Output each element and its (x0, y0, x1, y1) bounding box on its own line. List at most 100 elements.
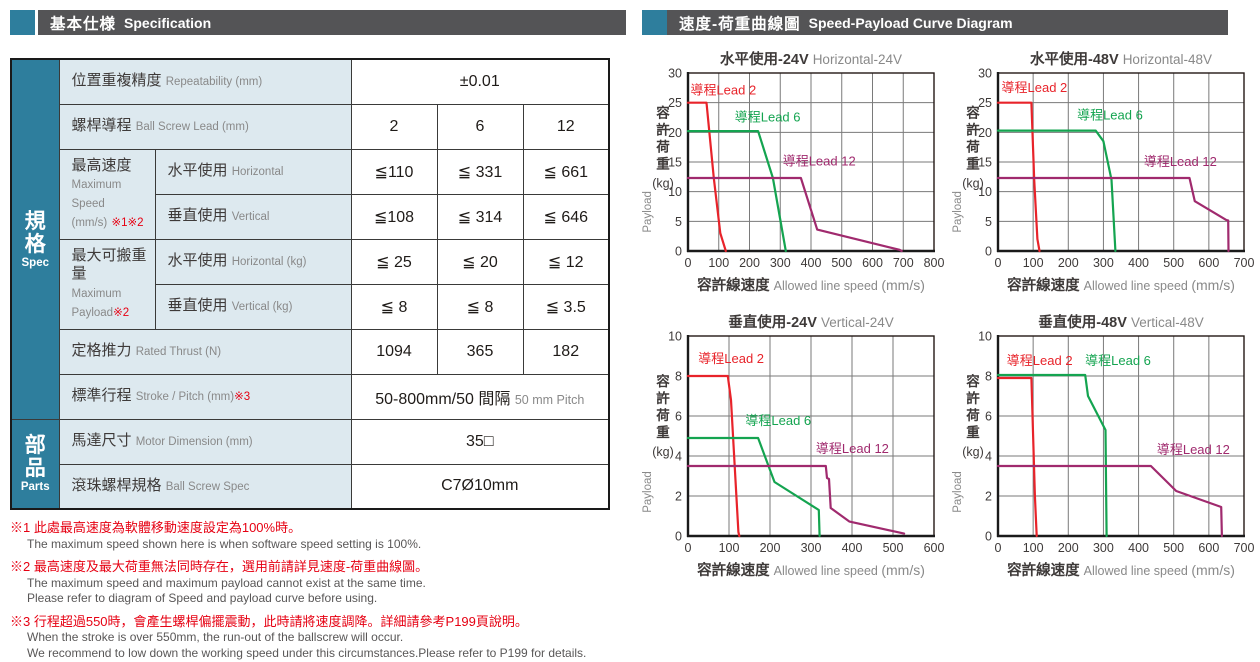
y-axis-label-zh: 容 (655, 105, 670, 121)
header-bar: 速度-荷重曲線圖 Speed-Payload Curve Diagram (667, 10, 1228, 35)
y-tick-label: 4 (985, 450, 992, 464)
x-tick-label: 100 (1023, 256, 1044, 270)
curve-lead6 (996, 129, 1117, 253)
y-tick-label: 8 (675, 370, 682, 384)
x-tick-label: 100 (1023, 541, 1044, 555)
footnote-3: ※3 行程超過550時，會產生螺桿偏擺震動，此時請將速度調降。詳細請參考P199… (10, 613, 587, 661)
y-tick-label: 15 (978, 156, 992, 170)
label-motor-dimension: 馬達尺寸 Motor Dimension (mm) (58, 418, 352, 465)
x-tick-label: 600 (1198, 256, 1219, 270)
footnote-2: ※2 最高速度及最大荷重無法同時存在，選用前請詳見速度-荷重曲線圖。 The m… (10, 559, 429, 606)
y-tick-label: 0 (985, 530, 992, 544)
curve-lead2 (686, 101, 727, 253)
curve-diagram-panel: 速度-荷重曲線圖 Speed-Payload Curve Diagram 水平使… (642, 10, 1260, 657)
sidebar-parts-zh: 部品 (24, 434, 46, 481)
value-lead-6: 6 (436, 103, 524, 150)
curve-lead2 (996, 376, 1038, 538)
y-tick-label: 0 (675, 245, 682, 259)
curve-lead12 (996, 176, 1230, 253)
y-axis-label-zh: 荷 (655, 139, 670, 155)
curve-label-lead12: 導程Lead 12 (1144, 154, 1217, 169)
curve-lead2 (686, 374, 741, 538)
y-axis-label-zh: 荷 (655, 407, 670, 423)
value-speed-h-2: ≦110 (350, 148, 438, 195)
value-thrust-12: 182 (522, 328, 610, 375)
y-tick-label: 30 (668, 67, 682, 81)
value-repeatability: ±0.01 (350, 58, 610, 105)
sidebar-parts: 部品 Parts (10, 418, 60, 510)
curve-lead12 (996, 464, 1223, 538)
y-axis-label-zh: 容 (655, 373, 670, 389)
y-axis-unit: (kg) (962, 177, 984, 191)
note-ref: ※1※2 (111, 216, 144, 229)
chart-title: 垂直使用-48V Vertical-48V (1038, 314, 1203, 331)
curve-label-lead2: 導程Lead 2 (698, 351, 764, 366)
x-axis-label: 容許線速度 Allowed line speed (mm/s) (1006, 276, 1235, 294)
y-tick-label: 0 (985, 245, 992, 259)
table-row: 垂直使用 Vertical ≦108 ≦ 314 ≦ 646 (11, 193, 610, 240)
value-payload-h-12: ≦ 12 (522, 238, 610, 285)
y-axis-label-en: Payload (952, 191, 964, 233)
value-motor-dimension: 35□ (350, 418, 610, 465)
y-tick-label: 4 (675, 450, 682, 464)
sidebar-spec: 規格 Spec (10, 58, 60, 420)
note-ref: ※2 (113, 306, 130, 319)
table-row: 部品 Parts 馬達尺寸 Motor Dimension (mm) 35□ (10, 418, 610, 510)
footnotes: ※1 此處最高速度為軟體移動速度設定為100%時。 The maximum sp… (10, 519, 622, 662)
y-tick-label: 5 (675, 215, 682, 229)
y-tick-label: 25 (668, 96, 682, 110)
label-repeatability: 位置重複精度 Repeatability (mm) (58, 58, 352, 105)
sidebar-parts-en: Parts (20, 481, 50, 494)
y-tick-label: 2 (675, 490, 682, 504)
curve-label-lead6: 導程Lead 6 (1085, 353, 1151, 368)
header-title-en: Specification (124, 14, 212, 31)
header-bar: 基本仕様 Specification (38, 10, 626, 35)
y-tick-label: 10 (978, 330, 992, 344)
y-axis-label-en: Payload (952, 471, 964, 513)
value-thrust-2: 1094 (350, 328, 438, 375)
y-axis-label-zh: 許 (966, 122, 980, 138)
table-row: 標準行程 Stroke / Pitch (mm)※3 50-800mm/50 間… (11, 373, 610, 420)
y-axis-label-zh: 重 (966, 424, 980, 440)
label-rated-thrust: 定格推力 Rated Thrust (N) (58, 328, 352, 375)
y-axis-unit: (kg) (652, 177, 674, 191)
x-tick-label: 300 (770, 256, 791, 270)
x-tick-label: 100 (708, 256, 729, 270)
table-row: 最大可搬重量 Maximum Payload※2 水平使用 Horizontal… (11, 238, 610, 330)
value-payload-v-6: ≦ 8 (436, 283, 524, 330)
y-tick-label: 2 (985, 490, 992, 504)
x-tick-label: 100 (719, 541, 740, 555)
curve-label-lead6: 導程Lead 6 (745, 413, 811, 428)
value-speed-h-6: ≦ 331 (436, 148, 524, 195)
y-tick-label: 10 (668, 185, 682, 199)
x-tick-label: 600 (924, 541, 944, 555)
x-tick-label: 400 (801, 256, 822, 270)
y-axis-label-zh: 重 (656, 424, 670, 440)
y-tick-label: 20 (978, 126, 992, 140)
x-tick-label: 300 (801, 541, 822, 555)
value-stroke: 50-800mm/50 間隔 50 mm Pitch (350, 373, 610, 420)
y-tick-label: 20 (668, 126, 682, 140)
curve-label-lead2: 導程Lead 2 (1002, 80, 1068, 95)
value-speed-h-12: ≦ 661 (522, 148, 610, 195)
chart-vertical-48v: 垂直使用-48V Vertical-48V 0 100 200 300 400 500 600… (952, 313, 1254, 589)
x-tick-label: 700 (1234, 256, 1254, 270)
y-axis-unit: (kg) (652, 445, 674, 459)
x-tick-label: 500 (1163, 256, 1184, 270)
y-axis-label-zh: 重 (966, 156, 980, 172)
x-tick-label: 500 (831, 256, 852, 270)
curve-lead12 (686, 464, 906, 535)
x-axis-label: 容許線速度 Allowed line speed (mm/s) (696, 276, 925, 294)
x-axis-label: 容許線速度 Allowed line speed (mm/s) (696, 561, 925, 579)
chart-title: 垂直使用-24V Vertical-24V (728, 314, 893, 331)
y-tick-label: 10 (668, 330, 682, 344)
sidebar-spec-zh: 規格 (24, 209, 46, 256)
y-tick-label: 8 (985, 370, 992, 384)
label-ball-screw-spec: 滾珠螺桿規格 Ball Screw Spec (58, 463, 352, 510)
value-payload-v-2: ≦ 8 (350, 283, 438, 330)
charts-grid: 水平使用-24V Horizontal-24V 0 100 200 300 400 500 6… (642, 50, 1260, 589)
x-tick-label: 500 (1163, 541, 1184, 555)
label-max-speed-horizontal: 水平使用 Horizontal (154, 148, 352, 195)
value-speed-v-12: ≦ 646 (522, 193, 610, 240)
